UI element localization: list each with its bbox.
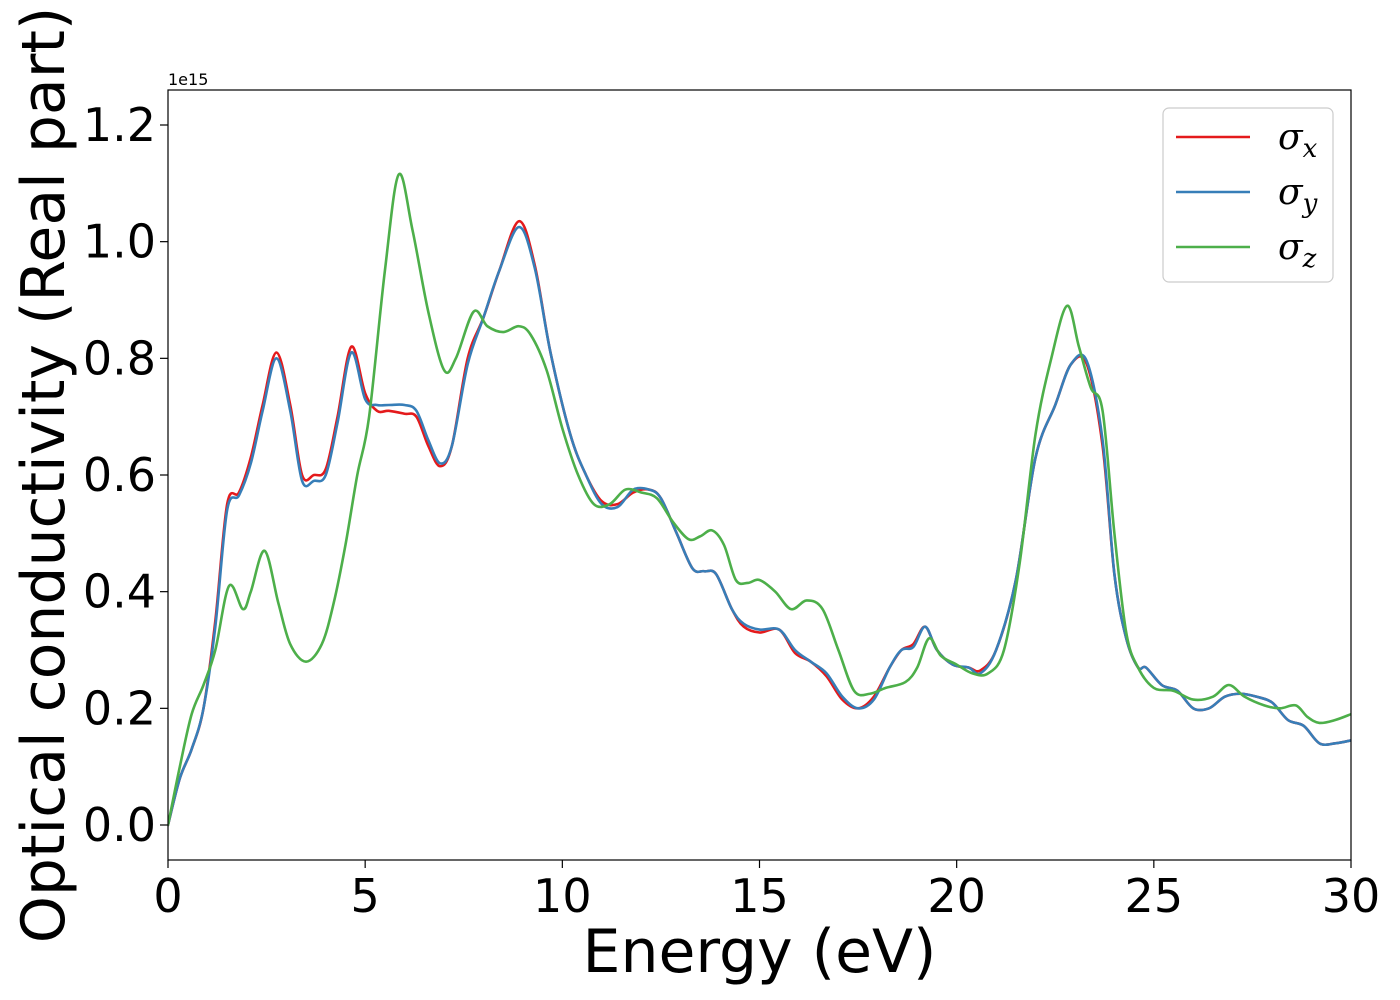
legend-label-x: σx	[1278, 117, 1318, 164]
x-axis-label: Energy (eV)	[583, 917, 937, 987]
legend-label-z: σz	[1278, 227, 1317, 274]
x-tick-label: 10	[533, 869, 592, 923]
y-tick-label: 0.8	[83, 331, 156, 385]
y-tick-label: 1.0	[83, 215, 156, 269]
y-tick-label: 0.4	[83, 565, 156, 619]
x-tick-label: 25	[1125, 869, 1184, 923]
y-axis: 0.0 0.2 0.4 0.6 0.8 1.0 1.2	[83, 98, 168, 852]
y-axis-label: Optical conductivity (Real part)	[9, 7, 79, 944]
x-axis: 0 5 10 15 20 25 30	[153, 860, 1380, 923]
series-line-z	[168, 172, 1351, 827]
y-tick-label: 0.0	[83, 798, 156, 852]
series-layer	[168, 172, 1351, 827]
legend-label-y: σy	[1278, 172, 1318, 219]
x-tick-label: 5	[351, 869, 380, 923]
x-tick-label: 0	[153, 869, 182, 923]
legend-box	[1162, 107, 1334, 283]
x-tick-label: 30	[1322, 869, 1381, 923]
y-tick-label: 1.2	[83, 98, 156, 152]
y-offset-label: 1e15	[168, 70, 208, 89]
y-tick-label: 0.2	[83, 681, 156, 735]
x-tick-label: 20	[927, 869, 986, 923]
plot-background	[168, 90, 1351, 860]
x-tick-label: 15	[730, 869, 789, 923]
legend: σx σy σz	[1162, 107, 1334, 283]
y-tick-label: 0.6	[83, 448, 156, 502]
